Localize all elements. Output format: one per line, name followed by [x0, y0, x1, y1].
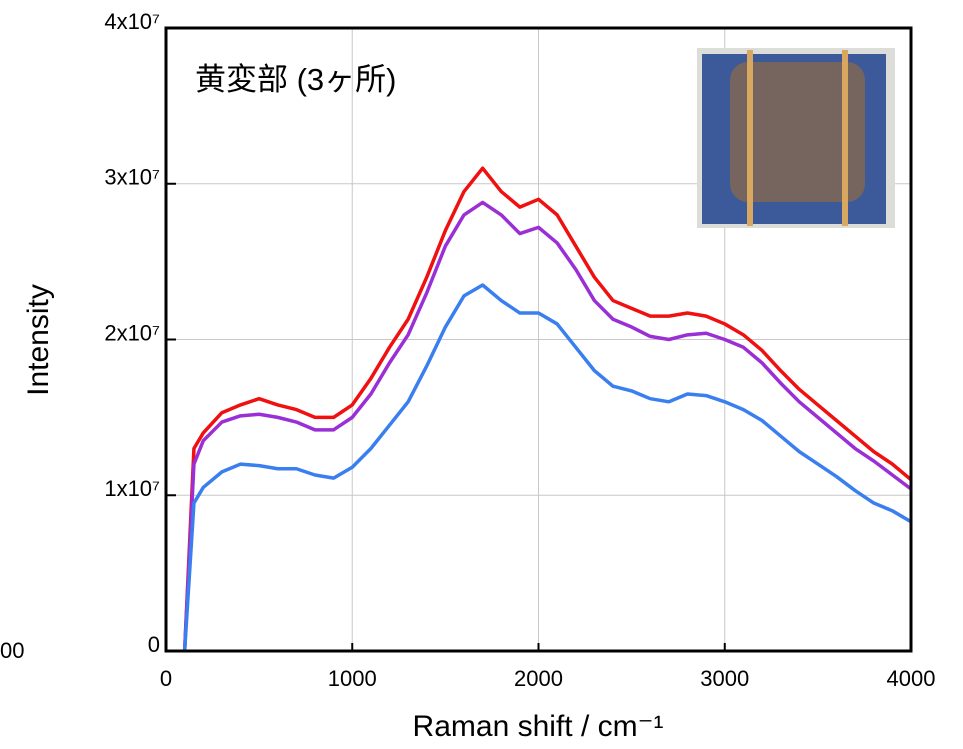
busbar — [747, 50, 753, 226]
plot-lines — [182, 166, 913, 652]
annotation: 黄変部 (3ヶ所) — [195, 62, 397, 97]
fragment-label: 00 — [0, 638, 24, 663]
x-tick-label: 4000 — [887, 666, 936, 691]
y-tick-label: 2x10⁷ — [104, 320, 160, 345]
x-tick-label: 0 — [160, 666, 172, 691]
x-tick-label: 2000 — [514, 666, 563, 691]
x-tick-label: 1000 — [328, 666, 377, 691]
y-axis-title: Intensity — [22, 284, 55, 396]
y-tick-label: 0 — [148, 632, 160, 657]
x-tick-label: 3000 — [700, 666, 749, 691]
y-tick-label: 3x10⁷ — [104, 165, 160, 190]
x-axis-title: Raman shift / cm⁻¹ — [413, 710, 664, 743]
series-line — [182, 166, 913, 652]
y-tick-label: 4x10⁷ — [104, 9, 160, 34]
yellowed-area — [730, 62, 865, 202]
inset-photo — [697, 48, 895, 228]
y-tick-label: 1x10⁷ — [104, 476, 160, 501]
series-line — [182, 200, 913, 652]
plot-frame — [164, 26, 913, 653]
series-line — [182, 283, 912, 652]
busbar — [842, 50, 848, 226]
